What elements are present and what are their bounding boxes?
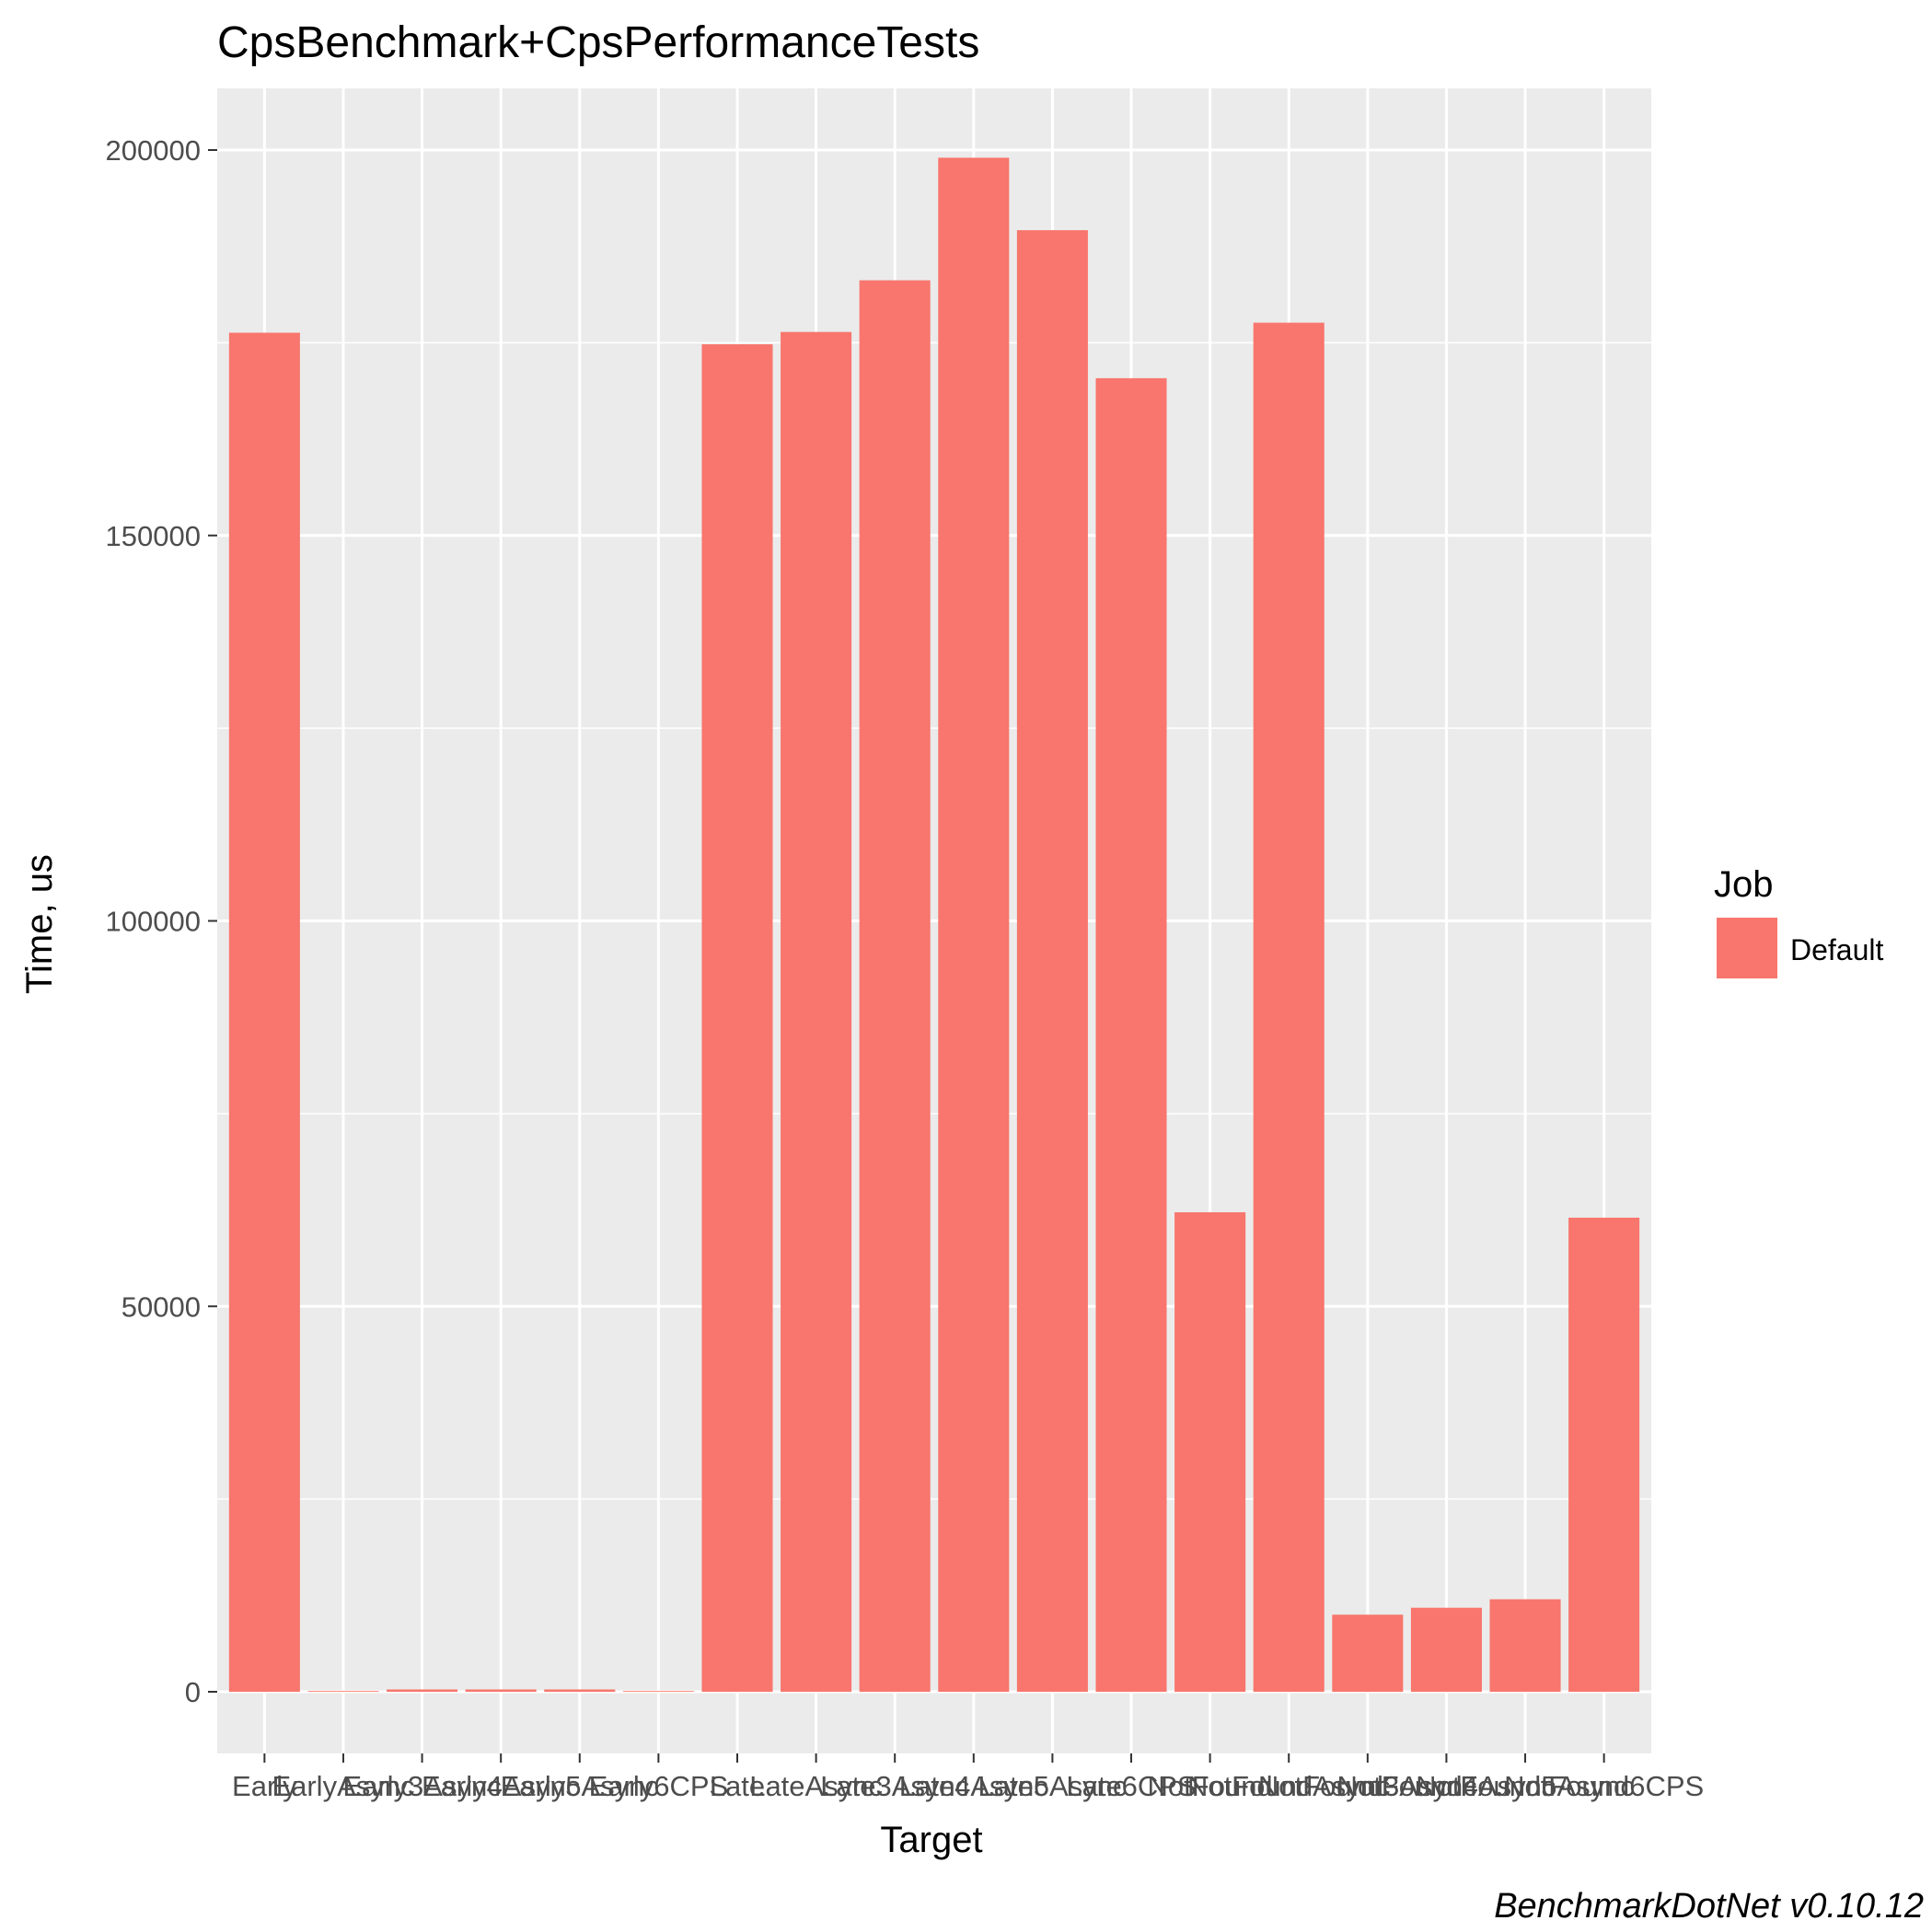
y-axis: 0 50000 100000 150000 200000 xyxy=(106,134,217,1708)
x-tick-label: Early5Async xyxy=(501,1770,659,1802)
bar xyxy=(1410,1607,1482,1692)
x-tick-label: LateAsync xyxy=(749,1770,883,1802)
bar xyxy=(938,157,1010,1692)
x-tick-label: Late3Async xyxy=(820,1770,969,1802)
bar xyxy=(622,1691,694,1692)
bar xyxy=(1016,230,1088,1693)
legend-label-default: Default xyxy=(1790,933,1884,966)
x-tick-label: NotFound4Async xyxy=(1337,1770,1556,1802)
x-tick-label: Early4Async xyxy=(422,1770,580,1802)
x-tick-label: NotFound5Async xyxy=(1416,1770,1635,1802)
y-tick-label: 150000 xyxy=(106,520,201,552)
bar xyxy=(307,1691,379,1692)
chart-title: CpsBenchmark+CpsPerformanceTests xyxy=(217,18,979,67)
bar xyxy=(1489,1599,1561,1692)
x-tick-label: EarlyAsync xyxy=(272,1770,414,1802)
bar xyxy=(387,1689,458,1692)
x-tick-label: Early3Async xyxy=(342,1770,501,1802)
bar xyxy=(1174,1212,1246,1692)
bar xyxy=(465,1689,537,1692)
x-axis: EarlyEarlyAsyncEarly3AsyncEarly4AsyncEar… xyxy=(232,1753,1704,1802)
y-tick-label: 0 xyxy=(185,1676,201,1708)
x-tick-label: NotFoundAsync xyxy=(1187,1770,1391,1802)
bar xyxy=(1253,322,1325,1693)
x-tick-label: NotFound6CPS xyxy=(1504,1770,1704,1802)
x-tick-label: NotFound xyxy=(1148,1770,1273,1802)
x-tick-label: Late5Async xyxy=(978,1770,1127,1802)
bar xyxy=(859,280,931,1693)
x-tick-label: Late4Async xyxy=(899,1770,1048,1802)
x-tick-label: NotFound3Async xyxy=(1258,1770,1477,1802)
bar xyxy=(781,331,852,1692)
y-axis-title: Time, us xyxy=(19,854,60,994)
plot-panel xyxy=(217,88,1651,1753)
y-tick-label: 200000 xyxy=(106,134,201,167)
bar xyxy=(544,1689,616,1692)
bar xyxy=(1568,1217,1640,1692)
y-tick-label: 50000 xyxy=(121,1290,201,1323)
caption: BenchmarkDotNet v0.10.12 xyxy=(1494,1887,1924,1926)
bar xyxy=(1332,1614,1404,1692)
legend-key-default xyxy=(1717,918,1777,978)
x-tick-label: Late xyxy=(710,1770,765,1802)
legend-title: Job xyxy=(1714,864,1774,905)
bar xyxy=(701,344,773,1692)
x-tick-label: Early6CPS xyxy=(589,1770,729,1802)
x-axis-title: Target xyxy=(880,1820,982,1860)
x-tick-label: Early xyxy=(232,1770,297,1802)
x-tick-label: Late6CPS xyxy=(1066,1770,1196,1802)
bar xyxy=(1095,377,1167,1692)
legend: Job Default xyxy=(1714,864,1884,978)
y-tick-label: 100000 xyxy=(106,906,201,938)
bar xyxy=(228,332,300,1692)
